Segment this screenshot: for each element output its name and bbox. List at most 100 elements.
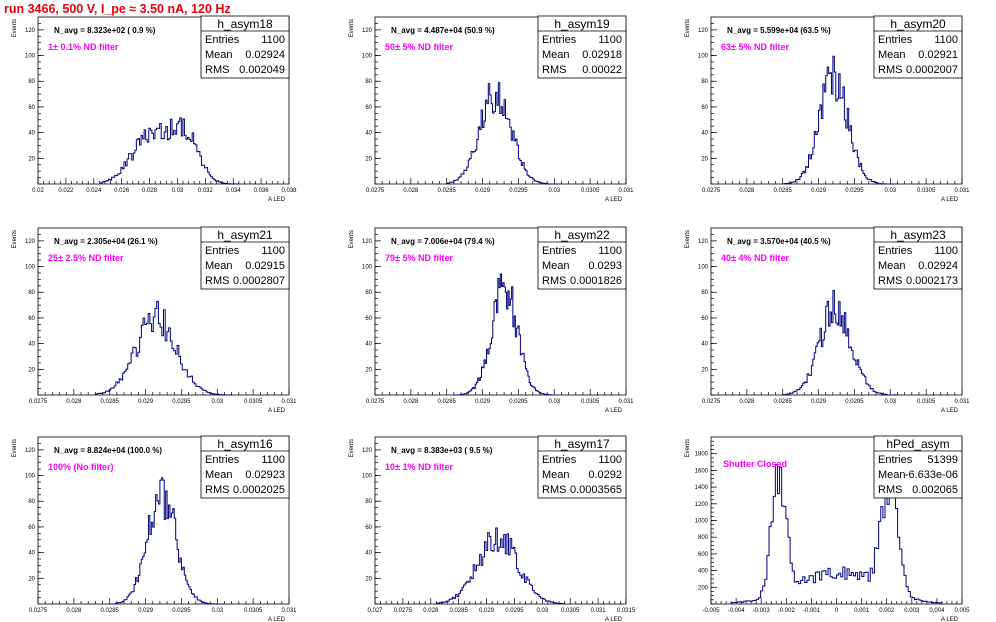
stats-value: 0.02918 [582,49,622,61]
stats-box [537,15,627,79]
stats-title: h_asym16 [217,437,273,451]
y-tick-label: 400 [698,569,709,575]
x-axis-label: A LED [941,408,959,414]
stats-value: 0.0001826 [570,275,622,287]
stats-key: RMS [542,64,566,76]
x-tick-label: 0.036 [254,188,270,194]
stats-value: -6.633e-06 [905,469,958,481]
x-tick-label: 0.0285 [438,399,457,405]
stats-value: 0.02924 [245,49,285,61]
stats-key: RMS [542,275,566,287]
stats-title: hPed_asym [886,437,949,451]
stats-key: Entries [205,34,240,46]
histogram-bars [782,55,898,185]
y-tick-label: 100 [25,54,36,60]
x-tick-label: 0.028 [403,188,419,194]
stats-key: Entries [542,245,577,257]
stats-value: 1100 [261,34,285,46]
x-tick-label: 0.0295 [509,188,528,194]
stats-key: RMS [205,275,229,287]
y-tick-label: 100 [698,54,709,60]
x-tick-label: 0.028 [142,188,158,194]
x-tick-label: 0.029 [475,188,491,194]
y-tick-label: 40 [701,342,708,348]
histogram-pad-h_asym16: 20 40 60 80 100 120 0.0275 0.028 0.0285 0.029 0.02… [12,435,297,622]
y-tick-label: 60 [365,105,372,111]
y-tick-label: 60 [365,316,372,322]
n-avg-label: N_avg = 8.824e+04 (100.0 %) [54,446,162,455]
y-tick-label: 80 [701,290,708,296]
x-tick-label: -0.002 [778,608,796,614]
x-tick-label: 0.0305 [244,608,263,614]
stats-key: RMS [542,484,566,496]
filter-label: 50± 5% ND filter [385,42,453,52]
y-tick-label: 1600 [695,468,709,474]
y-tick-label: 20 [28,576,35,582]
histogram-bars [100,117,241,185]
y-tick-label: 100 [362,265,373,271]
x-tick-label: 0.001 [854,608,870,614]
stats-value: 0.02924 [918,260,958,272]
y-tick-label: 60 [701,316,708,322]
x-tick-label: 0.029 [811,399,827,405]
x-tick-label: 0.031 [591,608,607,614]
x-tick-label: 0.0295 [845,188,864,194]
stats-key: Mean [205,469,233,481]
x-tick-label: 0.03 [172,188,184,194]
y-tick-label: 1200 [695,502,709,508]
y-tick-label: 80 [28,290,35,296]
x-axis-label: A LED [268,408,286,414]
x-tick-label: 0.034 [226,188,242,194]
y-tick-label: 80 [701,79,708,85]
x-tick-label: 0.02 [32,188,44,194]
stats-value: 0.0002025 [233,484,285,496]
y-tick-label: 120 [362,28,373,34]
y-tick-label: 20 [365,156,372,162]
y-tick-label: 40 [365,342,372,348]
stats-key: Entries [542,34,577,46]
stats-value: 0.0292 [588,469,622,481]
y-tick-label: 120 [698,239,709,245]
x-tick-label: 0.0275 [702,188,721,194]
x-tick-label: 0.028 [739,188,755,194]
y-tick-label: 20 [365,367,372,373]
x-axis-label: A LED [605,197,623,203]
stats-value: 1100 [598,245,622,257]
filter-label: 63± 5% ND filter [721,42,789,52]
y-axis-label: Events [12,19,18,37]
x-tick-label: 0.0275 [366,188,385,194]
stats-box [873,15,963,79]
stats-key: Entries [878,245,913,257]
y-tick-label: 600 [698,552,709,558]
x-tick-label: 0.03 [884,188,896,194]
stats-value: 0.0002807 [233,275,285,287]
x-tick-label: 0.031 [281,608,297,614]
y-tick-label: 200 [698,585,709,591]
x-tick-label: 0.024 [86,188,102,194]
y-tick-label: 120 [362,448,373,454]
x-tick-label: 0.028 [66,399,82,405]
x-tick-label: 0.0295 [845,399,864,405]
histogram-bars [782,289,898,396]
y-tick-label: 40 [701,131,708,137]
stats-key: Entries [878,454,913,466]
y-tick-label: 100 [25,474,36,480]
x-tick-label: 0.026 [114,188,130,194]
x-tick-label: 0.03 [548,399,560,405]
y-tick-label: 60 [28,105,35,111]
x-tick-label: 0.031 [954,188,970,194]
stats-key: Mean [205,49,233,61]
x-tick-label: 0.03 [536,608,548,614]
histogram-bars [453,273,555,396]
x-tick-label: 0.0295 [509,399,528,405]
stats-key: Mean [542,469,570,481]
x-axis-label: A LED [605,408,623,414]
x-tick-label: 0.0285 [449,608,468,614]
x-tick-label: 0.029 [138,608,154,614]
stats-value: 0.02923 [245,469,285,481]
stats-title: h_asym17 [554,437,610,451]
x-tick-label: 0.028 [403,399,419,405]
y-axis-label: Events [12,439,18,457]
run-title: run 3466, 500 V, I_pe ≈ 3.50 nA, 120 Hz [4,2,231,16]
